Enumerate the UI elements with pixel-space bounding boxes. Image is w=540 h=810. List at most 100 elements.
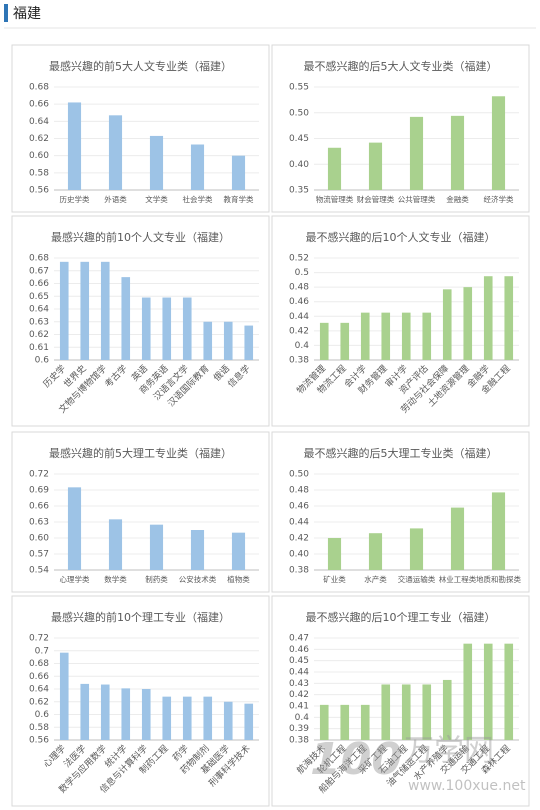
watermark-url: www.100xue.net — [408, 778, 526, 794]
bar — [190, 530, 205, 570]
y-tick-label: 0.57 — [29, 550, 49, 560]
y-tick-label: 0.68 — [29, 254, 49, 264]
y-tick-label: 0.66 — [29, 279, 49, 289]
y-tick-label: 0.45 — [289, 134, 309, 144]
bar — [149, 135, 164, 190]
y-tick-label: 0.48 — [289, 486, 309, 496]
x-tick-label: 社会学类 — [183, 194, 213, 204]
bar — [422, 684, 432, 740]
chart-title: 最不感兴趣的后10个人文专业（福建） — [306, 230, 496, 244]
y-tick-label: 0.52 — [289, 254, 309, 264]
x-tick-label: 教育学类 — [224, 194, 254, 204]
chart-panel — [271, 431, 530, 593]
y-tick-label: 0.40 — [289, 550, 309, 560]
bar — [67, 102, 82, 190]
y-tick-label: 0.43 — [289, 679, 309, 689]
bar — [319, 322, 329, 360]
x-tick-label: 植物类 — [227, 574, 250, 584]
y-tick-label: 0.6 — [35, 356, 50, 366]
x-tick-label: 物流管理类 — [316, 194, 354, 204]
y-tick-label: 0.38 — [289, 566, 309, 576]
bar — [463, 287, 473, 360]
y-tick-label: 0.39 — [289, 724, 309, 734]
x-tick-label: 水产类 — [364, 574, 387, 584]
y-tick-label: 0.48 — [289, 283, 309, 293]
y-tick-label: 0.72 — [29, 470, 49, 480]
x-tick-label: 经济学类 — [484, 194, 514, 204]
x-tick-label: 制药类 — [145, 574, 168, 584]
y-tick-label: 0.55 — [289, 83, 309, 93]
y-tick-label: 0.4 — [295, 713, 310, 723]
bar — [231, 155, 246, 190]
y-tick-label: 0.44 — [289, 312, 309, 322]
bar — [409, 528, 424, 570]
bar — [450, 115, 465, 190]
y-tick-label: 0.46 — [289, 502, 309, 512]
bar — [121, 688, 131, 740]
bar — [491, 492, 506, 570]
y-tick-label: 0.60 — [29, 534, 49, 544]
y-tick-label: 0.44 — [289, 518, 309, 528]
y-tick-label: 0.66 — [29, 672, 49, 682]
y-tick-label: 0.62 — [29, 134, 49, 144]
x-tick-label: 公共管理类 — [398, 194, 436, 204]
y-tick-label: 0.60 — [29, 151, 49, 161]
y-tick-label: 0.42 — [289, 534, 309, 544]
y-tick-label: 0.64 — [29, 685, 49, 695]
bar — [504, 276, 514, 360]
bar — [244, 703, 254, 740]
y-tick-label: 0.72 — [29, 634, 49, 644]
header-title: 福建 — [13, 6, 41, 22]
y-tick-label: 0.35 — [289, 186, 309, 196]
bar — [182, 297, 192, 360]
y-tick-label: 0.42 — [289, 326, 309, 336]
x-tick-label: 公安技术类 — [179, 574, 217, 584]
y-tick-label: 0.62 — [29, 697, 49, 707]
y-tick-label: 0.61 — [29, 343, 49, 353]
bar — [340, 322, 350, 360]
watermark-logo: 100 — [310, 734, 402, 785]
bar — [483, 643, 493, 740]
bar — [67, 487, 82, 570]
x-tick-label: 林业工程类 — [439, 574, 477, 584]
y-tick-label: 0.63 — [29, 518, 49, 528]
y-tick-label: 0.63 — [29, 317, 49, 327]
bar — [59, 652, 69, 740]
x-tick-label: 历史学类 — [60, 194, 90, 204]
bar — [59, 261, 69, 360]
bar — [442, 679, 452, 740]
chart-title: 最不感兴趣的后10个理工专业（福建） — [306, 610, 496, 624]
y-tick-label: 0.47 — [289, 634, 309, 644]
bar — [368, 533, 383, 570]
y-tick-label: 0.65 — [29, 292, 49, 302]
y-tick-label: 0.66 — [29, 502, 49, 512]
y-tick-label: 0.58 — [29, 168, 49, 178]
x-tick-label: 数学类 — [104, 574, 127, 584]
bar — [121, 277, 131, 360]
bar — [141, 689, 151, 740]
y-tick-label: 0.5 — [295, 268, 309, 278]
y-tick-label: 0.46 — [289, 297, 309, 307]
y-tick-label: 0.44 — [289, 668, 309, 678]
y-tick-label: 0.6 — [35, 710, 50, 720]
y-tick-label: 0.38 — [289, 356, 309, 366]
y-tick-label: 0.40 — [289, 160, 309, 170]
y-tick-label: 0.68 — [29, 659, 49, 669]
y-tick-label: 0.45 — [289, 656, 309, 666]
bar — [190, 144, 205, 190]
bar — [100, 261, 110, 360]
bar — [149, 524, 164, 570]
chart-title: 最不感兴趣的后5大人文专业类（福建） — [304, 59, 498, 73]
bar — [401, 684, 411, 740]
bar — [231, 532, 246, 570]
chart-panel — [11, 595, 270, 807]
watermark-name: 万学网 — [404, 734, 494, 769]
y-tick-label: 0.54 — [29, 566, 49, 576]
bar — [360, 704, 370, 740]
bar — [203, 696, 213, 740]
x-tick-label: 金融类 — [446, 194, 469, 204]
bar — [504, 643, 514, 740]
y-tick-label: 0.46 — [289, 645, 309, 655]
x-tick-label: 交通运输类 — [398, 574, 436, 584]
y-tick-label: 0.50 — [289, 470, 309, 480]
